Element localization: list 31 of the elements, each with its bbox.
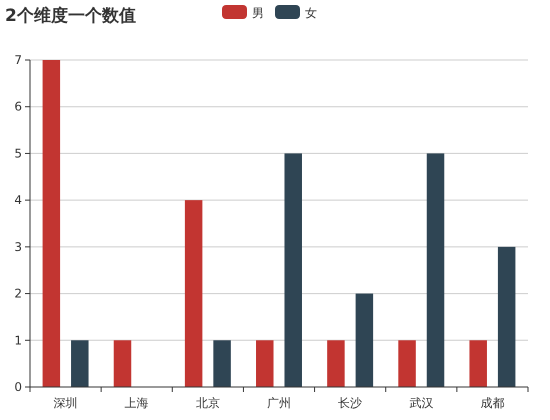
bar	[114, 340, 132, 387]
bar	[356, 294, 374, 387]
y-tick-label: 1	[14, 333, 22, 348]
bar	[184, 200, 202, 387]
legend-label: 男	[252, 6, 264, 20]
chart-title: 2个维度一个数值	[5, 6, 136, 26]
legend-label: 女	[305, 6, 317, 20]
x-tick-label: 深圳	[54, 396, 78, 410]
bar	[284, 153, 302, 387]
bar	[213, 340, 231, 387]
y-tick-label: 4	[14, 193, 22, 208]
y-tick-label: 5	[14, 146, 22, 160]
x-tick-label: 长沙	[338, 396, 362, 410]
bar	[327, 340, 345, 387]
bar	[498, 246, 516, 387]
bar	[42, 60, 60, 387]
bar	[469, 340, 487, 387]
y-tick-label: 0	[14, 380, 22, 394]
x-tick-label: 上海	[124, 396, 149, 410]
x-tick-label: 广州	[267, 396, 291, 410]
y-tick-label: 7	[14, 53, 22, 67]
x-tick-label: 北京	[196, 396, 220, 410]
bar	[256, 340, 274, 387]
x-tick-label: 武汉	[409, 396, 434, 410]
bar	[426, 153, 444, 387]
y-tick-label: 2	[14, 286, 22, 301]
bar	[71, 340, 89, 387]
bar	[398, 340, 416, 387]
y-tick-label: 6	[14, 100, 22, 114]
y-tick-label: 3	[14, 240, 22, 254]
x-tick-label: 成都	[480, 396, 504, 410]
